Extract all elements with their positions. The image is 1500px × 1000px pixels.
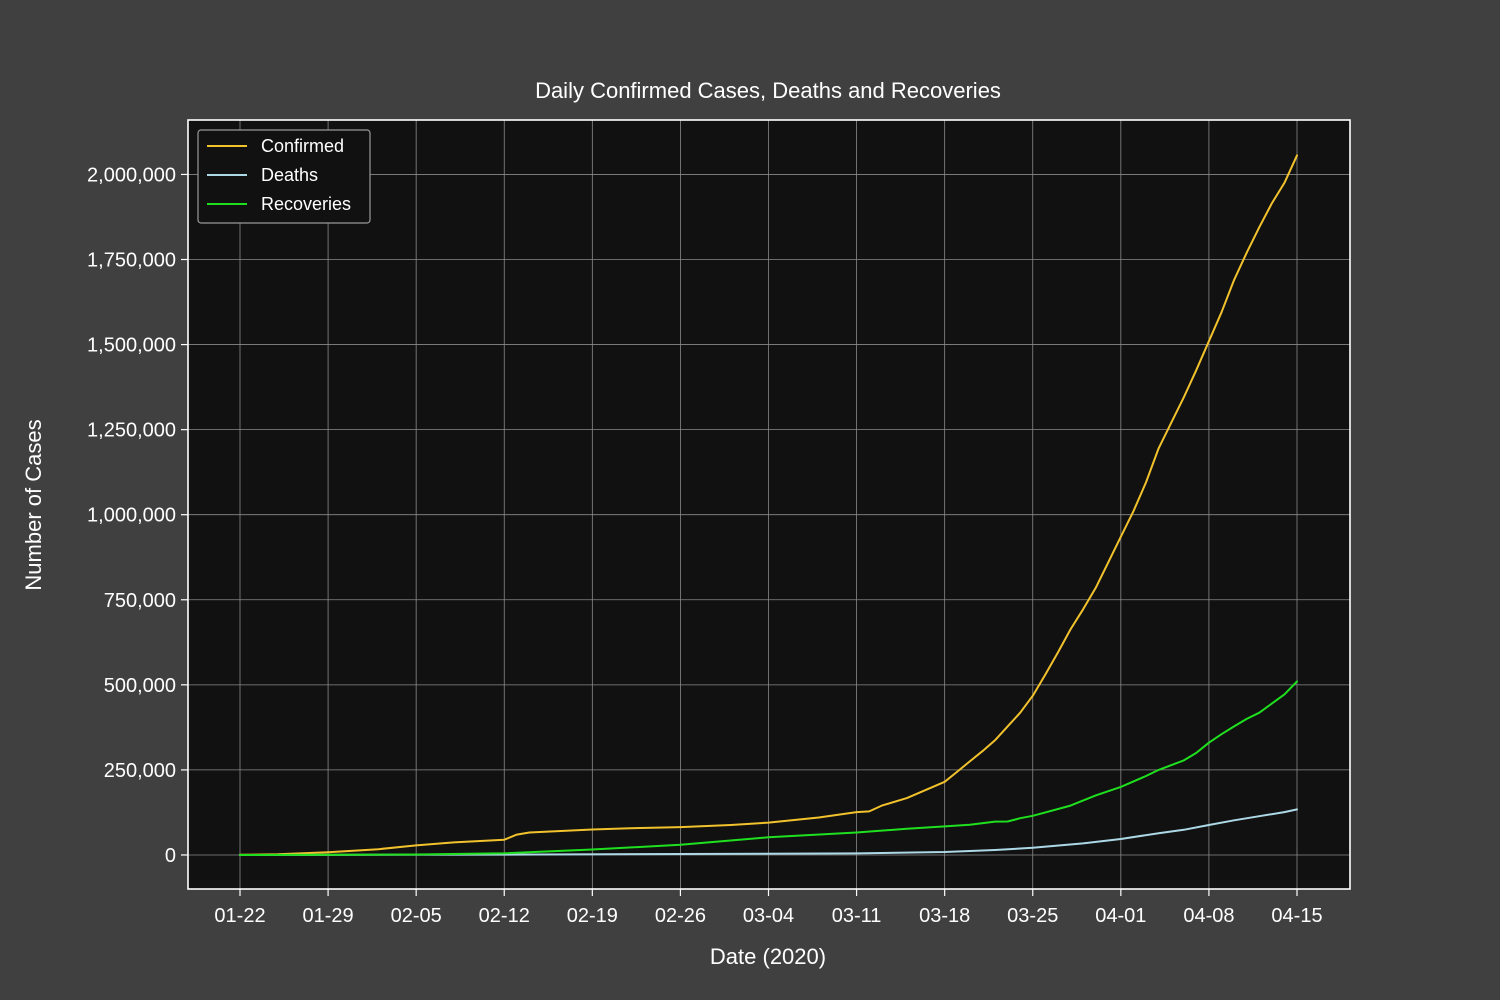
axis-ticks: 01-22 01-29 02-05 02-12 02-19 02-26 03-04 03-11…: [87, 164, 1323, 927]
y-tick-label: 500,000: [104, 675, 176, 697]
series-line-confirmed: [239, 154, 1298, 856]
x-tick-label: 02-19: [567, 905, 618, 927]
x-tick-label: 03-25: [1007, 905, 1058, 927]
x-tick-label: 04-08: [1183, 905, 1234, 927]
y-tick-label: 1,500,000: [87, 335, 176, 357]
grid-lines: [188, 120, 1350, 889]
legend-box: [197, 129, 371, 224]
y-tick-label: 1,000,000: [87, 505, 176, 527]
plot-area: [188, 120, 1350, 889]
series-line-deaths: [239, 808, 1298, 856]
y-tick-label: 1,750,000: [87, 250, 176, 272]
y-tick-label: 0: [165, 845, 176, 867]
legend: Confirmed Deaths Recoveries: [197, 129, 371, 224]
legend-label-recoveries: Recoveries: [261, 194, 351, 214]
legend-label-deaths: Deaths: [261, 165, 318, 185]
x-axis-label: Date (2020): [710, 944, 826, 969]
series-lines: [239, 154, 1298, 856]
y-tick-label: 250,000: [104, 760, 176, 782]
y-axis-label: Number of Cases: [21, 419, 46, 590]
x-tick-label: 04-01: [1095, 905, 1146, 927]
chart-title: Daily Confirmed Cases, Deaths and Recove…: [535, 78, 1001, 103]
x-tick-label: 04-15: [1271, 905, 1322, 927]
y-tick-label: 750,000: [104, 590, 176, 612]
y-tick-label: 2,000,000: [87, 164, 176, 186]
x-tick-label: 01-29: [303, 905, 354, 927]
x-tick-label: 01-22: [214, 905, 265, 927]
y-tick-label: 1,250,000: [87, 420, 176, 442]
x-tick-label: 03-11: [832, 905, 882, 927]
series-line-recoveries: [239, 680, 1298, 856]
x-tick-label: 03-04: [743, 905, 794, 927]
x-tick-label: 03-18: [919, 905, 970, 927]
x-tick-label: 02-12: [479, 905, 530, 927]
x-tick-label: 02-26: [655, 905, 706, 927]
x-tick-label: 02-05: [391, 905, 442, 927]
legend-label-confirmed: Confirmed: [261, 136, 344, 156]
